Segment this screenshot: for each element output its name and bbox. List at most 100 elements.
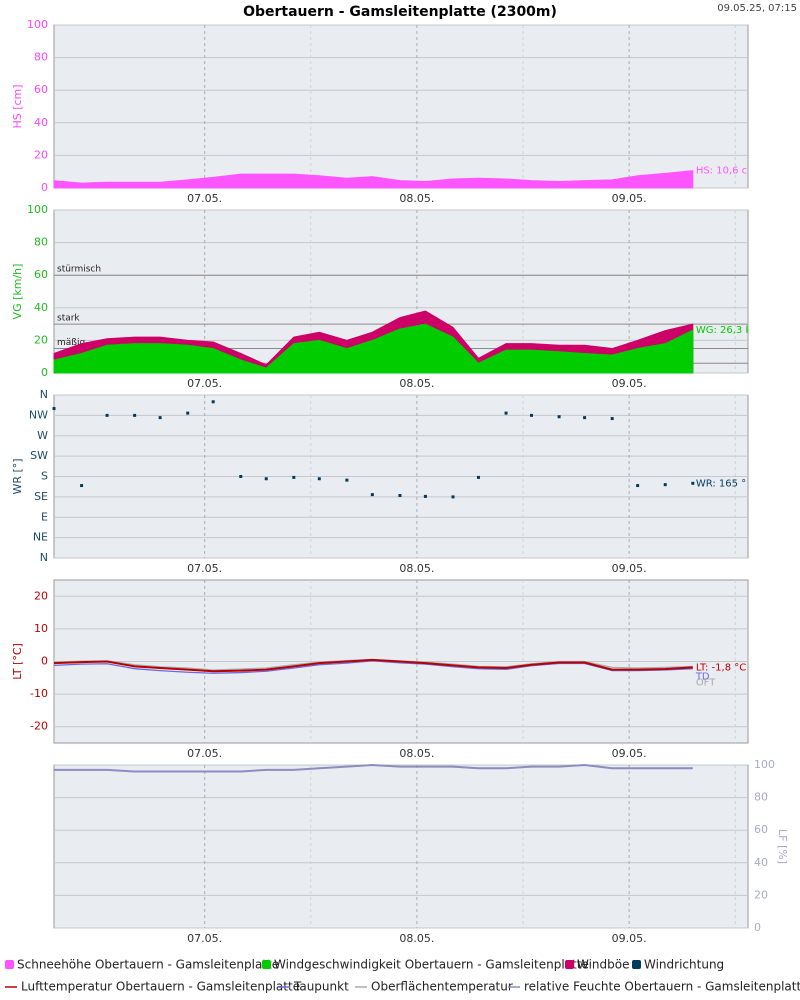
point <box>264 477 268 481</box>
point <box>583 416 587 420</box>
point <box>504 411 508 415</box>
x-tick-label: 08.05. <box>399 562 434 575</box>
y-tick-label: S <box>41 470 48 483</box>
series-layer: WG: 26,3 km/h <box>53 310 771 374</box>
x-tick-label: 09.05. <box>612 562 647 575</box>
x-tick-label: 07.05. <box>187 932 222 945</box>
point <box>52 407 56 411</box>
y-tick-label: 60 <box>34 268 48 281</box>
point <box>423 494 427 498</box>
area <box>53 170 694 189</box>
timestamp: 09.05.25, 07:15 <box>717 3 797 14</box>
point <box>345 478 349 482</box>
y-axis-label: WR [°] <box>11 458 24 494</box>
y-tick-label: SE <box>34 490 48 503</box>
legend-marker <box>5 960 14 969</box>
point <box>610 417 614 421</box>
point <box>370 493 374 497</box>
reference-label: stürmisch <box>57 265 101 275</box>
point <box>451 495 455 499</box>
y-axis-label: LT [°C] <box>11 643 24 680</box>
point <box>105 413 109 417</box>
y-tick-label: 100 <box>754 758 775 771</box>
point <box>557 415 561 419</box>
x-tick-label: 08.05. <box>399 192 434 205</box>
y-tick-label: 0 <box>41 181 48 194</box>
end-label: OFT <box>696 677 716 688</box>
x-tick-label: 07.05. <box>187 377 222 390</box>
y-tick-label: 60 <box>754 823 768 836</box>
y-tick-label: 40 <box>34 116 48 129</box>
x-tick-label: 09.05. <box>612 377 647 390</box>
point <box>691 481 695 485</box>
y-tick-label: 20 <box>34 589 48 602</box>
y-tick-label: -20 <box>30 720 48 733</box>
plot-area <box>53 764 749 929</box>
x-tick-label: 09.05. <box>612 747 647 760</box>
reference-label: mäßig <box>57 338 85 348</box>
y-tick-label: 20 <box>754 888 768 901</box>
point <box>80 484 84 488</box>
y-tick-label: 40 <box>34 301 48 314</box>
y-tick-label: 20 <box>34 333 48 346</box>
legend-marker <box>262 960 271 969</box>
end-label: HS: 10,6 cm <box>696 166 757 177</box>
y-tick-label: 40 <box>754 856 768 869</box>
y-tick-label: 0 <box>754 921 761 934</box>
point <box>158 416 162 420</box>
legend-marker <box>632 960 641 969</box>
x-tick-label: 09.05. <box>612 932 647 945</box>
y-axis-label: VG [km/h] <box>11 264 24 320</box>
y-tick-label: 10 <box>34 622 48 635</box>
legend-label: Windgeschwindigkeit Obertauern - Gamslei… <box>274 958 589 972</box>
legend-label: Taupunkt <box>293 980 349 994</box>
reference-label: stark <box>57 314 80 324</box>
y-tick-label: 20 <box>34 148 48 161</box>
point <box>133 413 137 417</box>
y-tick-label: SW <box>30 449 48 462</box>
y-tick-label: 80 <box>34 51 48 64</box>
area <box>53 323 694 374</box>
x-tick-label: 09.05. <box>612 192 647 205</box>
point <box>476 475 480 479</box>
point <box>239 475 243 478</box>
series-layer: HS: 10,6 cm <box>53 166 757 189</box>
y-axis-label: LF [%] <box>776 829 789 864</box>
legend-marker <box>565 960 574 969</box>
legend-label: relative Feuchte Obertauern - Gamsleiten… <box>524 980 800 994</box>
series-layer <box>54 763 693 773</box>
line <box>53 658 693 673</box>
point <box>317 477 321 481</box>
end-label: TD <box>695 672 710 683</box>
y-tick-label: -10 <box>30 687 48 700</box>
legend-label: Lufttemperatur Obertauern - Gamsleitenpl… <box>21 980 300 994</box>
y-tick-label: 80 <box>754 791 768 804</box>
x-tick-label: 07.05. <box>187 562 222 575</box>
line <box>54 763 693 773</box>
end-label: LT: -1,8 °C <box>696 662 746 673</box>
y-tick-label: N <box>40 388 48 401</box>
x-tick-label: 07.05. <box>187 747 222 760</box>
x-tick-label: 08.05. <box>399 747 434 760</box>
y-tick-label: E <box>41 510 48 523</box>
y-tick-label: NE <box>33 531 48 544</box>
point <box>663 483 667 487</box>
point <box>292 475 296 479</box>
point <box>211 400 215 404</box>
point <box>530 413 534 417</box>
point <box>636 484 640 488</box>
plot-area <box>53 24 749 189</box>
end-label: WG: 26,3 km/h <box>696 325 771 336</box>
series-layer: WR: 165 ° <box>52 400 746 499</box>
legend-label: Windböe <box>577 958 630 972</box>
point <box>186 411 190 415</box>
x-tick-label: 08.05. <box>399 377 434 390</box>
x-tick-label: 08.05. <box>399 932 434 945</box>
y-tick-label: 80 <box>34 236 48 249</box>
end-label: WR: 165 ° <box>696 478 746 489</box>
y-tick-label: 0 <box>41 366 48 379</box>
legend-label: Schneehöhe Obertauern - Gamsleitenplatte <box>17 958 279 972</box>
y-tick-label: 0 <box>41 655 48 668</box>
